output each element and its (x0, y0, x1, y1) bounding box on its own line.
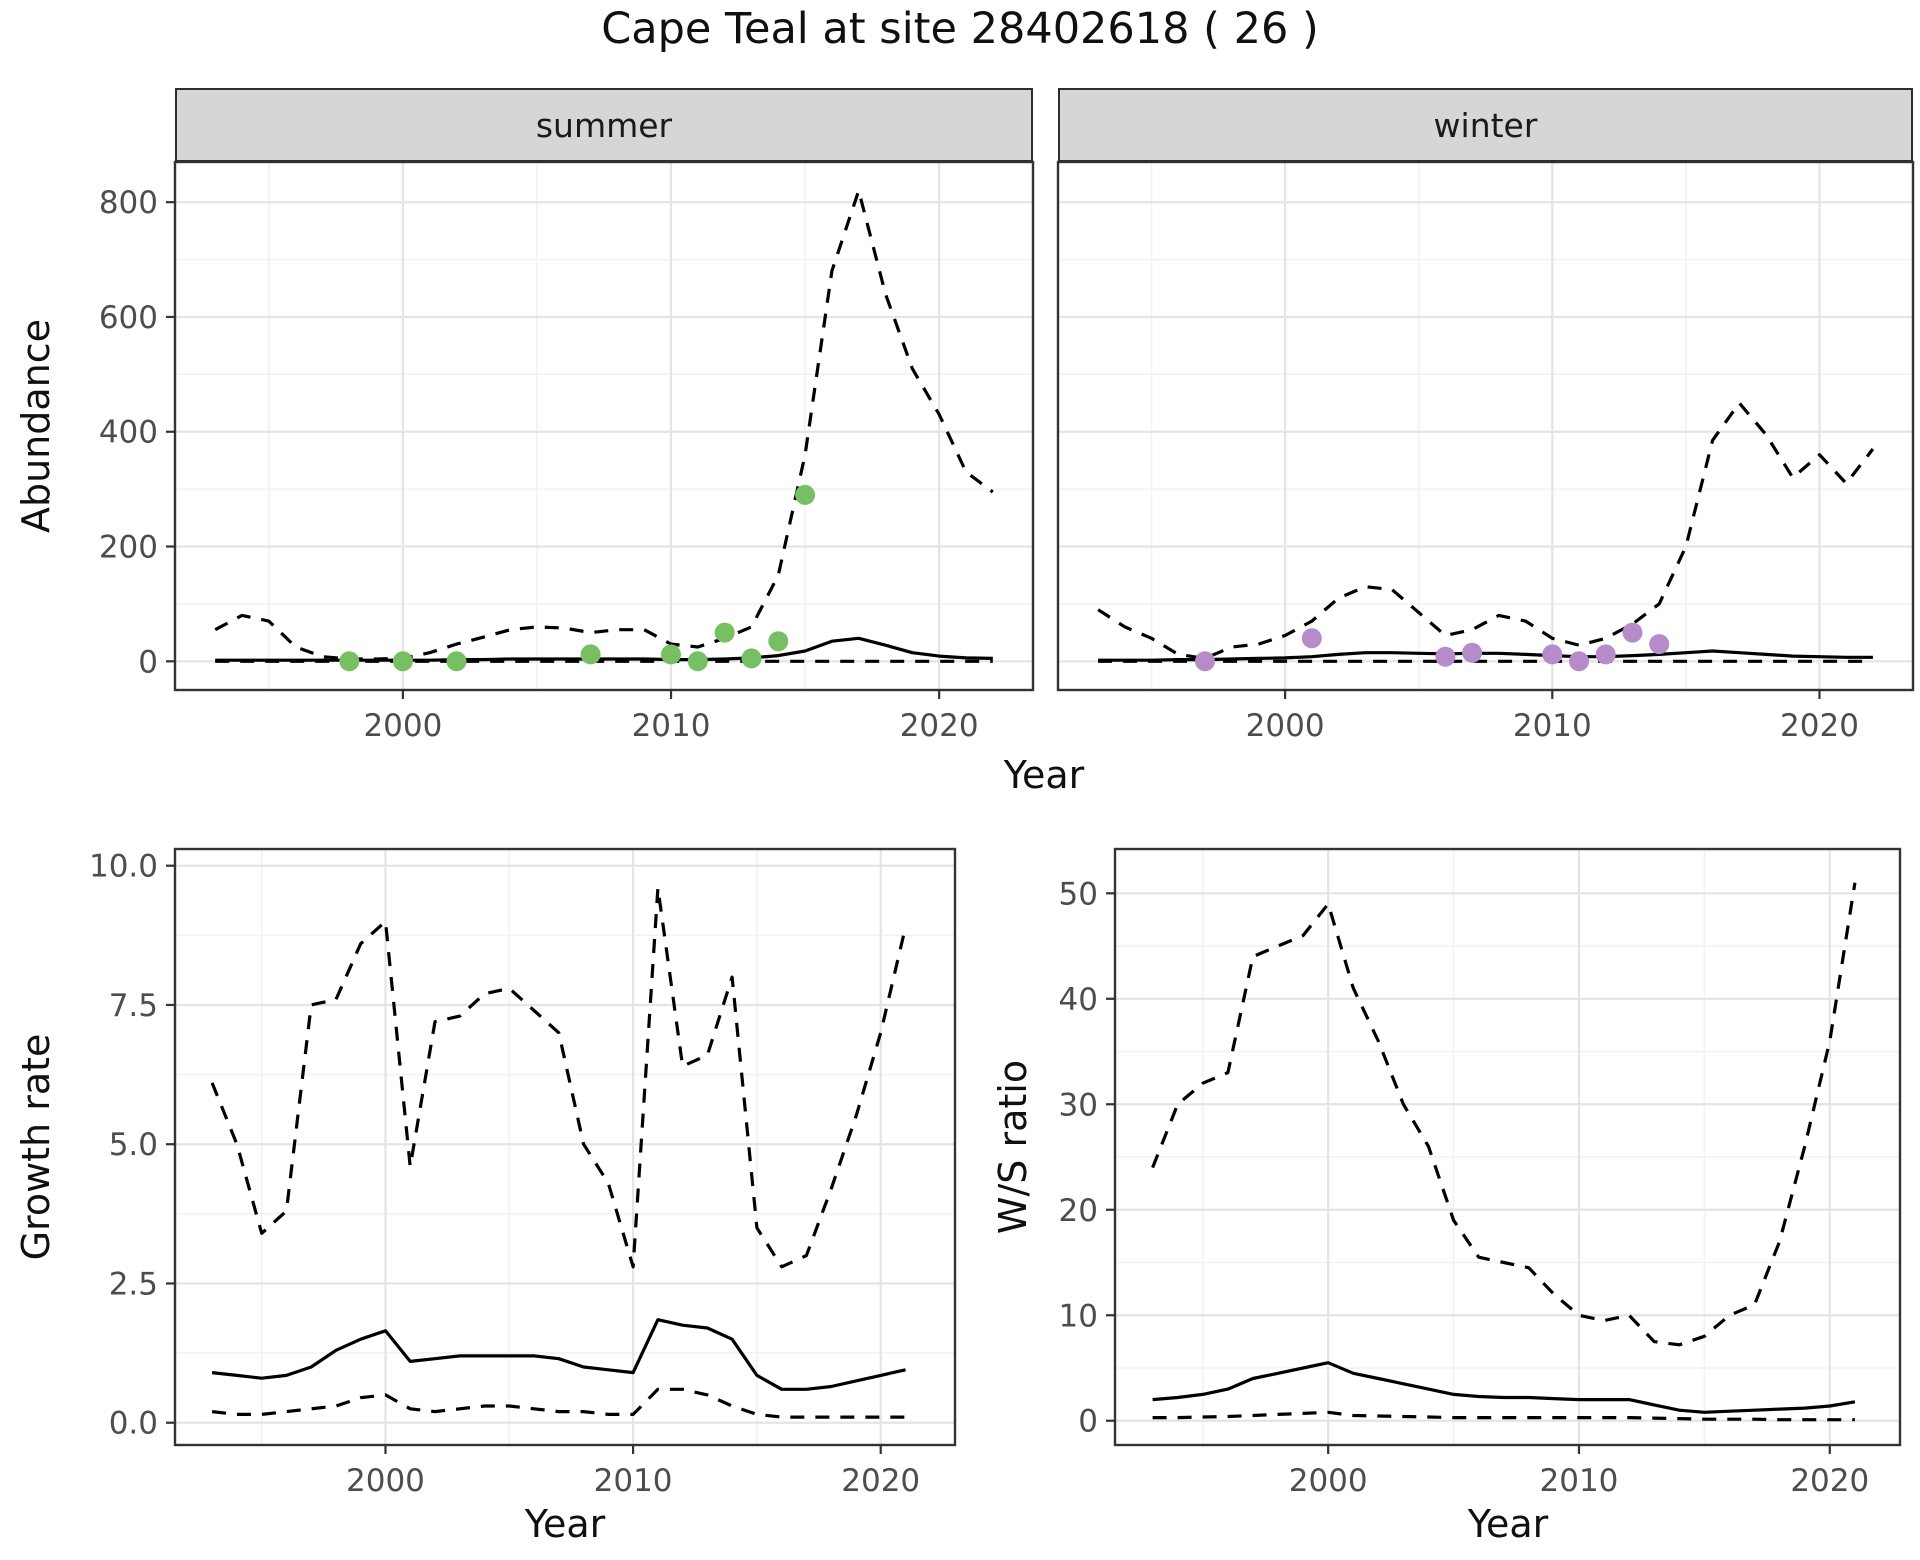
x-tick-label: 2010 (594, 1463, 673, 1499)
abundance_winter-observation-point (1435, 646, 1456, 667)
y-tick-label: 0 (138, 644, 158, 680)
y-tick-label: 40 (1059, 982, 1098, 1018)
x-tick-label: 2000 (346, 1463, 425, 1499)
ws_ratio-upper_ci-line (1151, 882, 1857, 1347)
abundance-axis-label: Abundance (14, 318, 58, 534)
abundance_winter-median-line (1098, 649, 1873, 662)
facet-strip-winter: winter (1058, 88, 1913, 162)
abundance_summer-observation-point (339, 651, 360, 672)
abundance_winter-upper_ci-line (1097, 401, 1875, 660)
y-tick-label: 30 (1059, 1087, 1098, 1123)
bottom-right-year-axis-label: Year (1467, 1502, 1549, 1546)
y-tick-label: 600 (99, 300, 158, 336)
abundance_summer-observation-point (687, 651, 708, 672)
x-tick-label: 2010 (1540, 1463, 1619, 1499)
abundance_winter-observation-point (1622, 622, 1643, 643)
y-tick-label: 20 (1059, 1193, 1098, 1229)
panel-growth_rate: 2000 2010 2020 0.0 2.5 5.0 7.5 10.0 (89, 847, 957, 1499)
abundance_winter-observation-point (1569, 651, 1589, 672)
bottom-left-year-axis-label: Year (524, 1502, 606, 1546)
y-tick-label: 0 (1078, 1404, 1098, 1440)
y-tick-label: 2.5 (109, 1266, 158, 1302)
facet-strip-summer: summer (175, 88, 1033, 162)
y-tick-label: 50 (1059, 876, 1098, 912)
abundance_summer-observation-point (768, 631, 789, 652)
x-tick-label: 2010 (1513, 708, 1592, 744)
panel-abundance_winter: 2000 2010 2020 (1056, 160, 1915, 744)
abundance_summer-observation-point (795, 484, 816, 505)
x-tick-label: 2020 (900, 708, 979, 744)
page-title: Cape Teal at site 28402618 ( 26 ) (601, 4, 1319, 54)
abundance_summer-observation-point (661, 644, 681, 665)
panel-ws_ratio: 2000 2010 2020 0 10 20 30 40 50 (1059, 847, 1902, 1499)
growth-rate-axis-label: Growth rate (14, 1033, 58, 1261)
y-tick-label: 400 (99, 415, 158, 451)
abundance_winter-observation-point (1301, 628, 1322, 649)
abundance_summer-observation-point (446, 651, 467, 672)
abundance_summer-observation-point (741, 648, 762, 669)
y-tick-label: 200 (99, 530, 158, 566)
abundance_winter-observation-point (1595, 644, 1616, 665)
x-tick-label: 2000 (1289, 1463, 1368, 1499)
facet-strip-summer-label: summer (535, 105, 673, 145)
x-tick-label: 2020 (1790, 1463, 1869, 1499)
growth_rate-upper_ci-line (210, 886, 908, 1269)
abundance_summer-observation-point (392, 651, 413, 672)
y-tick-label: 800 (99, 185, 158, 221)
x-tick-label: 2010 (632, 708, 711, 744)
x-tick-label: 2020 (1780, 708, 1859, 744)
abundance_winter-observation-point (1649, 634, 1670, 655)
ws_ratio-median-line (1152, 1361, 1856, 1414)
y-tick-label: 0.0 (109, 1406, 158, 1442)
growth_rate-median-line (211, 1318, 906, 1391)
abundance_winter-observation-point (1542, 644, 1563, 665)
y-tick-label: 7.5 (109, 988, 158, 1024)
y-tick-label: 10.0 (89, 849, 158, 885)
growth_rate-lower_ci-line (211, 1387, 906, 1419)
x-tick-label: 2000 (1246, 708, 1325, 744)
ws_ratio-lower_ci-line (1152, 1410, 1855, 1422)
ws-ratio-axis-label: W/S ratio (991, 1059, 1035, 1235)
abundance_winter-observation-point (1462, 642, 1483, 663)
abundance_summer-upper_ci-line (214, 189, 994, 661)
abundance_summer-observation-point (580, 644, 601, 665)
facet-strip-winter-label: winter (1433, 105, 1538, 145)
y-tick-label: 10 (1059, 1298, 1098, 1334)
x-tick-label: 2000 (363, 708, 442, 744)
abundance_summer-observation-point (714, 622, 735, 643)
abundance_winter-observation-point (1195, 651, 1215, 672)
top-year-axis-label: Year (1003, 753, 1085, 797)
x-tick-label: 2020 (841, 1463, 920, 1499)
y-tick-label: 5.0 (109, 1127, 158, 1163)
panel-abundance_summer: 2000 2010 2020 0 200 400 600 800 (99, 160, 1035, 744)
